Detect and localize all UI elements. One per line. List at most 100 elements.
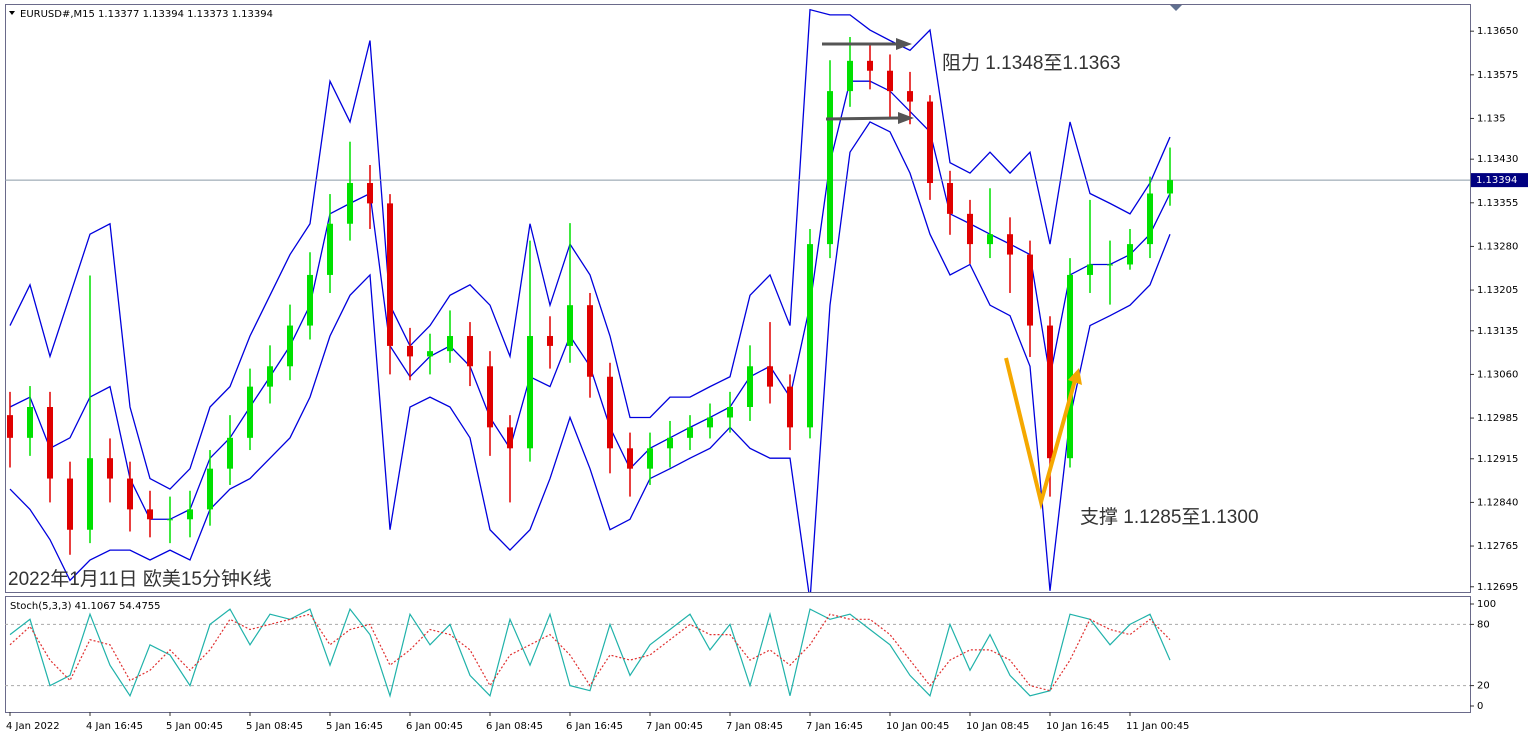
stoch-line xyxy=(9,607,1171,698)
x-tick-label: 11 Jan 00:45 xyxy=(1126,721,1189,732)
candle-body xyxy=(307,274,313,326)
candle-body xyxy=(927,101,933,184)
y-tick-label: 1.12915 xyxy=(1477,454,1518,465)
support-v xyxy=(1004,357,1082,510)
candle-body xyxy=(1047,325,1053,459)
arrow-line xyxy=(825,116,901,121)
candle-body xyxy=(747,366,753,407)
arrow-head xyxy=(898,112,914,124)
y-tick-label: 1.12765 xyxy=(1477,541,1518,552)
x-tick-label: 5 Jan 08:45 xyxy=(246,721,303,732)
y-tick-label: 1.13575 xyxy=(1477,70,1518,81)
candle-body xyxy=(727,406,733,418)
candle-body xyxy=(67,478,73,530)
candle-body xyxy=(767,366,773,387)
price-tag xyxy=(1471,173,1528,188)
candle-body xyxy=(687,427,693,438)
candle-body xyxy=(47,406,53,479)
candle-body xyxy=(1107,264,1113,266)
y-tick-label: 1.13135 xyxy=(1477,326,1518,337)
candle-body xyxy=(407,345,413,357)
candle-body xyxy=(27,406,33,438)
candle-body xyxy=(1127,244,1133,265)
candle-body xyxy=(1087,264,1093,275)
candle-body xyxy=(867,60,873,71)
menu-triangle xyxy=(9,11,15,15)
candle-body xyxy=(567,305,573,346)
x-tick-label: 7 Jan 08:45 xyxy=(726,721,783,732)
v-line xyxy=(1004,357,1077,510)
resistance-note: 阻力 1.1348至1.1363 xyxy=(942,52,1121,74)
candle-body xyxy=(1167,180,1173,194)
candle-body xyxy=(647,448,653,469)
candle-body xyxy=(387,203,393,346)
candle-body xyxy=(547,336,553,346)
candle-body xyxy=(1027,254,1033,326)
x-tick-label: 10 Jan 16:45 xyxy=(1046,721,1109,732)
candle-body xyxy=(7,415,13,438)
candle-body xyxy=(1147,193,1153,245)
y-tick-label: 1.13355 xyxy=(1477,198,1518,209)
main-frame xyxy=(5,4,1471,593)
y-tick-label: 100 xyxy=(1477,599,1496,610)
x-tick-label: 7 Jan 16:45 xyxy=(806,721,863,732)
candle-body xyxy=(147,509,153,520)
candle-body xyxy=(327,223,333,275)
candle-body xyxy=(847,60,853,92)
candle-body xyxy=(607,376,613,449)
y-tick-label: 1.12985 xyxy=(1477,413,1518,424)
candle-body xyxy=(987,234,993,245)
candle-body xyxy=(347,183,353,224)
x-tick-label: 4 Jan 16:45 xyxy=(86,721,143,732)
resistance-arrows xyxy=(822,38,914,124)
y-tick-label: 1.12840 xyxy=(1477,497,1518,508)
candle-body xyxy=(787,386,793,428)
shift-marker xyxy=(1170,5,1182,11)
candle-body xyxy=(887,70,893,92)
y-tick-label: 20 xyxy=(1477,681,1490,692)
candle-body xyxy=(87,458,93,530)
candle-body xyxy=(227,437,233,469)
arrow-head xyxy=(1068,368,1082,385)
support-note: 支撑 1.1285至1.1300 xyxy=(1080,506,1259,528)
x-tick-label: 7 Jan 00:45 xyxy=(646,721,703,732)
candle-body xyxy=(587,305,593,377)
y-tick-label: 1.13060 xyxy=(1477,369,1518,380)
candle-body xyxy=(807,244,813,428)
y-tick-label: 1.13650 xyxy=(1477,26,1518,37)
candle-body xyxy=(367,183,373,204)
axes: 1.13650 1.13575 1.135 1.13430 1.13355 1.13280… xyxy=(6,26,1528,732)
x-tick-label: 5 Jan 16:45 xyxy=(326,721,383,732)
candle-body xyxy=(967,213,973,245)
candle-body xyxy=(907,91,913,102)
band-line xyxy=(9,8,1171,490)
candle-body xyxy=(267,366,273,387)
y-tick-label: 1.12695 xyxy=(1477,582,1518,593)
candle-body xyxy=(287,325,293,367)
candle-body xyxy=(167,519,173,521)
candle-body xyxy=(667,437,673,449)
candle-body xyxy=(627,448,633,469)
price-tag-label: 1.13394 xyxy=(1476,175,1517,186)
candle-body xyxy=(527,336,533,449)
x-tick-label: 4 Jan 2022 xyxy=(6,721,60,732)
stoch-title: Stoch(5,3,3) 41.1067 54.4755 xyxy=(10,601,161,612)
candle-body xyxy=(707,417,713,428)
sub-frame xyxy=(5,596,1471,713)
arrow-head xyxy=(896,38,912,50)
x-tick-label: 6 Jan 00:45 xyxy=(406,721,463,732)
candle-body xyxy=(207,468,213,510)
y-tick-label: 1.135 xyxy=(1477,113,1506,124)
x-tick-label: 6 Jan 08:45 xyxy=(486,721,543,732)
y-tick-label: 80 xyxy=(1477,619,1490,630)
band-line xyxy=(9,121,1171,592)
y-tick-label: 0 xyxy=(1477,701,1483,712)
main-plot xyxy=(5,8,1470,592)
y-tick-label: 1.13430 xyxy=(1477,154,1518,165)
candle-body xyxy=(447,336,453,352)
candle-body xyxy=(247,386,253,438)
candle-body xyxy=(947,183,953,214)
symbol-header: EURUSD#,M15 1.13377 1.13394 1.13373 1.13… xyxy=(20,9,273,20)
